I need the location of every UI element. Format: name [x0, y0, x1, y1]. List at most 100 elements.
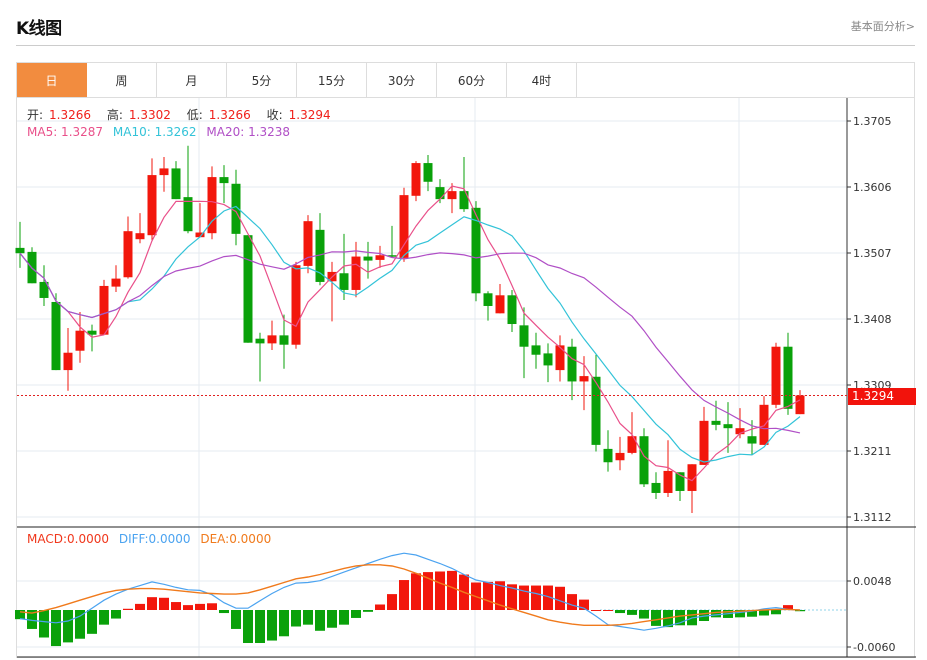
candle-down [243, 235, 253, 343]
candle-up [399, 195, 409, 258]
candle-down [459, 191, 469, 210]
period-tabs: 日 周 月 5分 15分 30分 60分 4时 [16, 62, 915, 98]
macd-bar [303, 610, 313, 625]
candle-up [207, 177, 217, 234]
tab-day[interactable]: 日 [17, 63, 87, 97]
tab-30min[interactable]: 30分 [367, 63, 437, 97]
candle-down [711, 420, 721, 425]
close-label: 收: [266, 108, 283, 122]
candle-up [303, 221, 313, 266]
price-tick-label: 1.3507 [853, 247, 892, 260]
macd-bar [231, 610, 241, 629]
high-value: 1.3302 [128, 108, 171, 122]
current-price-label: 1.3294 [848, 388, 916, 405]
macd-legend: MACD:0.0000 DIFF:0.0000 DEA:0.0000 [27, 532, 277, 546]
ohlc-legend: 开: 1.3266 高: 1.3302 低: 1.3266 收: 1.3294 [27, 106, 343, 123]
macd-tick-label: -0.0060 [853, 641, 895, 654]
macd-bar [519, 585, 529, 610]
macd-bar [219, 610, 229, 614]
price-tick-label: 1.3705 [853, 115, 892, 128]
candle-up [759, 404, 769, 445]
macd-bar [315, 610, 325, 631]
macd-bar [75, 610, 85, 639]
macd-bar [795, 610, 805, 612]
candle-up [267, 335, 277, 344]
candle-down [219, 177, 229, 184]
ma10-line [19, 205, 801, 463]
candle-up [555, 345, 565, 371]
macd-tick-label: 0.0048 [853, 575, 892, 588]
price-tick-label: 1.3408 [853, 313, 892, 326]
macd-bar [603, 610, 613, 611]
candle-down [423, 163, 433, 182]
candle-down [723, 424, 733, 429]
open-value: 1.3266 [49, 108, 92, 122]
candle-down [171, 168, 181, 200]
dea-value: DEA:0.0000 [200, 532, 272, 546]
macd-bar [711, 610, 721, 618]
candle-up [615, 452, 625, 461]
tab-week[interactable]: 周 [87, 63, 157, 97]
macd-bar [99, 610, 109, 625]
candle-down [747, 436, 757, 444]
candle-up [195, 232, 205, 238]
macd-bar [759, 610, 769, 616]
candle-down [783, 346, 793, 409]
low-label: 低: [186, 108, 203, 122]
macd-bar [363, 610, 373, 612]
diff-line [19, 552, 801, 631]
tab-15min[interactable]: 15分 [297, 63, 367, 97]
tab-60min[interactable]: 60分 [437, 63, 507, 97]
candle-down [651, 482, 661, 493]
macd-bar [123, 608, 133, 610]
candle-up [627, 436, 637, 453]
macd-bar [375, 604, 385, 610]
candle-up [495, 295, 505, 314]
candle-up [75, 330, 85, 351]
page-title: K线图 [16, 19, 62, 39]
tab-5min[interactable]: 5分 [227, 63, 297, 97]
candle-up [351, 256, 361, 290]
ma20-line [19, 250, 801, 434]
candle-up [735, 428, 745, 435]
macd-bar [783, 605, 793, 610]
macd-bar [447, 570, 457, 610]
diff-value: DIFF:0.0000 [118, 532, 191, 546]
macd-bar [327, 610, 337, 628]
candle-down [231, 183, 241, 234]
tab-month[interactable]: 月 [157, 63, 227, 97]
macd-bar [495, 581, 505, 610]
candle-down [507, 295, 517, 325]
candle-up [687, 464, 697, 491]
macd-bar [579, 599, 589, 610]
candle-down [471, 207, 481, 294]
macd-bar [51, 610, 61, 647]
candle-up [663, 470, 673, 493]
candle-up [771, 346, 781, 405]
candle-down [39, 281, 49, 298]
macd-bar [651, 610, 661, 626]
macd-bar [555, 586, 565, 610]
macd-bar [183, 605, 193, 610]
ma5-value: MA5: 1.3287 [27, 125, 104, 139]
macd-bar [339, 610, 349, 625]
fundamental-analysis-link[interactable]: 基本面分析> [850, 20, 915, 33]
dea-line [19, 564, 801, 626]
macd-bar [63, 610, 73, 643]
macd-bar [735, 610, 745, 618]
candle-up [147, 175, 157, 236]
candle-down [183, 197, 193, 232]
macd-bar [543, 585, 553, 610]
divider [16, 45, 915, 46]
tab-4hour[interactable]: 4时 [507, 63, 577, 97]
macd-bar [291, 610, 301, 627]
candle-up [123, 231, 133, 278]
candle-down [639, 436, 649, 485]
price-tick-label: 1.3112 [853, 511, 892, 524]
macd-bar [423, 572, 433, 610]
macd-bar [267, 610, 277, 641]
macd-bar [279, 610, 289, 637]
macd-bar [591, 610, 601, 611]
candle-up [699, 420, 709, 465]
